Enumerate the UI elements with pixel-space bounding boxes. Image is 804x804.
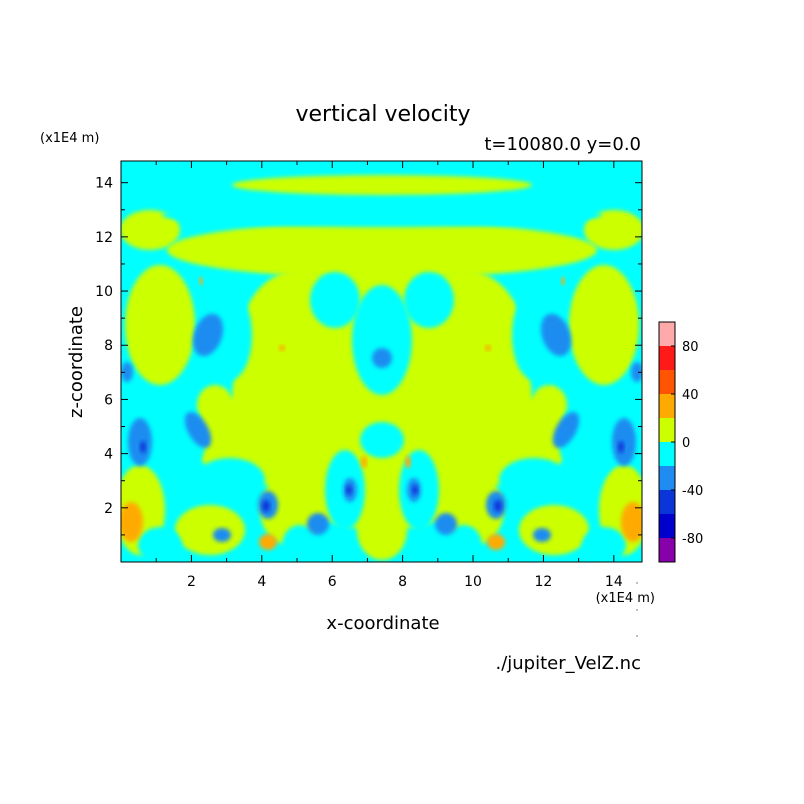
field-region-weak-up <box>125 265 195 385</box>
field-region-strong-down <box>618 441 624 453</box>
field-region-down <box>540 313 572 357</box>
x-tick-label: 4 <box>257 574 266 590</box>
colorbar-swatch <box>659 538 675 562</box>
field-region-strong-down <box>346 485 352 495</box>
y-tick-label: 8 <box>104 338 113 354</box>
field-region-weak-down <box>499 458 569 502</box>
field-region-weak-up <box>519 505 589 555</box>
colorbar-swatch <box>659 514 675 538</box>
field-region-weak-up <box>569 265 639 385</box>
y-tick-label: 10 <box>95 284 113 300</box>
field-region-up <box>487 534 505 550</box>
axes: 2 4 6 8 10 12 14 2 4 6 8 10 12 14 <box>95 161 642 590</box>
field-contours <box>121 175 642 562</box>
field-region-down <box>552 411 580 449</box>
colorbar-swatch <box>659 418 675 442</box>
field-region-weak-down <box>162 203 602 227</box>
colorbar-tick-label: -40 <box>682 484 703 499</box>
colorbar-swatch <box>659 442 675 466</box>
field-region-weak-down <box>512 290 556 380</box>
field-region-weak-down <box>310 272 360 328</box>
source-file-label: ./jupiter_VelZ.nc <box>495 653 641 674</box>
source-mark-2: ˙ <box>635 609 640 620</box>
field-region-strong-down <box>140 441 146 453</box>
source-mark-3: ˙ <box>635 635 640 646</box>
field-region-strong-down <box>262 500 270 512</box>
y-tick-label: 14 <box>95 176 113 192</box>
y-tick-label: 2 <box>104 501 113 517</box>
field-region-up <box>485 345 491 351</box>
y-tick-label: 4 <box>104 447 113 463</box>
field-region-weak-up <box>232 175 532 195</box>
source-marks: ˙ ˙ ˙ <box>635 582 640 646</box>
field-region-up <box>279 345 285 351</box>
x-tick-label: 2 <box>187 574 196 590</box>
x-tick-label: 12 <box>535 574 553 590</box>
field-region-weak-down <box>404 272 454 328</box>
field-region-strong-down <box>412 485 418 495</box>
source-mark-1: ˙ <box>635 582 640 593</box>
y-tick-label: 12 <box>95 230 113 246</box>
field-region-weak-down <box>208 290 252 380</box>
field-region-weak-down <box>138 527 182 562</box>
x-axis-label: x-coordinate <box>326 613 439 634</box>
chart-title: vertical velocity <box>295 102 470 127</box>
field-region-down <box>533 528 551 542</box>
field-region-weak-down <box>195 458 265 502</box>
field-region-up <box>361 456 367 468</box>
field-region-up <box>199 277 203 285</box>
field-region-down <box>307 513 329 535</box>
field-region-weak-down <box>446 525 482 562</box>
x-unit-label: (x1E4 m) <box>596 591 655 606</box>
colorbar-swatch <box>659 322 675 346</box>
field-region-up <box>621 502 642 542</box>
field-region-up <box>561 277 565 285</box>
colorbar-tick-label: 0 <box>682 436 690 451</box>
field-region-down <box>121 362 133 382</box>
x-tick-label: 10 <box>464 574 482 590</box>
velocity-field <box>121 161 642 562</box>
colorbar-tick-label: 40 <box>682 388 699 403</box>
field-region-weak-down <box>352 285 412 395</box>
colorbar-swatch <box>659 346 675 370</box>
field-region-down <box>192 313 224 357</box>
field-region-up <box>405 456 411 468</box>
field-region-down <box>372 348 392 368</box>
z-unit-label: (x1E4 m) <box>40 131 99 146</box>
colorbar-tick-label: 80 <box>682 340 699 355</box>
field-region-down <box>128 418 152 466</box>
field-region-weak-up <box>121 210 180 250</box>
field-region-weak-down <box>582 527 626 562</box>
colorbar: 80 40 0 -40 -80 <box>658 321 703 563</box>
x-tick-label: 6 <box>328 574 337 590</box>
field-region-weak-up <box>175 505 245 555</box>
field-region-down <box>213 528 231 542</box>
field-region-weak-up <box>584 210 642 250</box>
colorbar-swatch <box>659 370 675 394</box>
field-region-down <box>631 362 642 382</box>
chart-subtitle: t=10080.0 y=0.0 <box>484 134 641 155</box>
field-region-up <box>121 502 143 542</box>
field-region-down <box>612 418 636 466</box>
field-region-down <box>184 411 212 449</box>
field-region-weak-up <box>357 500 407 560</box>
field-region-weak-down <box>360 422 404 458</box>
field-region-weak-down <box>282 525 318 562</box>
x-tick-label: 14 <box>605 574 623 590</box>
x-tick-label: 8 <box>398 574 407 590</box>
field-region-up <box>259 534 277 550</box>
colorbar-tick-label: -80 <box>682 532 703 547</box>
colorbar-swatch <box>659 490 675 514</box>
y-axis-label: z-coordinate <box>66 306 87 418</box>
field-region-strong-down <box>494 500 502 512</box>
colorbar-swatch <box>659 394 675 418</box>
field-region-weak-up <box>197 385 233 425</box>
plot-frame <box>120 160 643 563</box>
y-tick-label: 6 <box>104 392 113 408</box>
field-region-weak-up <box>531 385 567 425</box>
colorbar-swatch <box>659 466 675 490</box>
field-region-weak-up <box>167 222 597 278</box>
field-region-down <box>435 513 457 535</box>
